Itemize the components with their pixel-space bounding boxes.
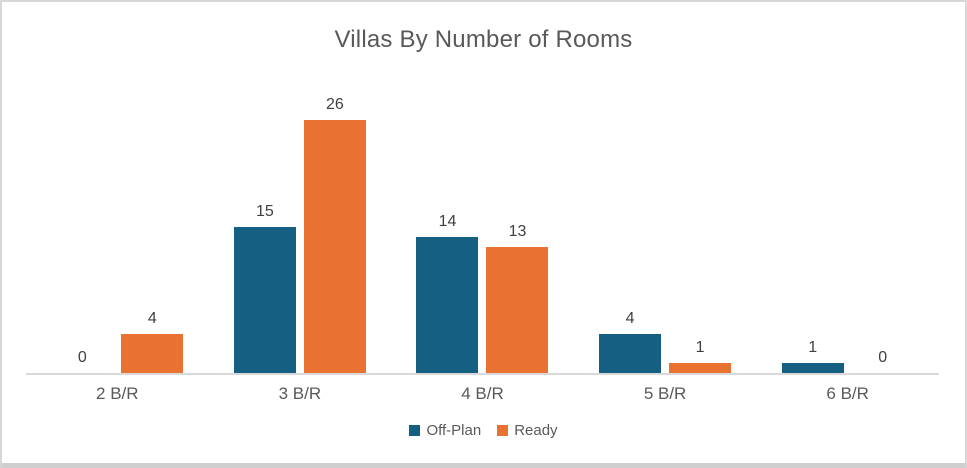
bar-ready-2-b-r[interactable] xyxy=(121,334,184,373)
legend-item-off-plan[interactable]: Off-Plan xyxy=(409,422,481,439)
x-axis-label-2-b-r: 2 B/R xyxy=(96,384,139,403)
legend-swatch-ready xyxy=(497,425,509,436)
bar-off-plan-4-b-r[interactable] xyxy=(416,237,479,373)
bar-slot-ready-2-b-r: 4 xyxy=(121,309,184,373)
bar-slot-off-plan-4-b-r: 14 xyxy=(416,212,479,373)
bar-off-plan-5-b-r[interactable] xyxy=(599,334,662,373)
bar-off-plan-3-b-r[interactable] xyxy=(233,227,296,373)
bar-value-label-off-plan-5-b-r: 4 xyxy=(625,310,635,327)
bar-slot-ready-4-b-r: 13 xyxy=(486,222,549,373)
bar-value-label-ready-4-b-r: 13 xyxy=(508,223,527,240)
plot-area: 0 4 15 26 14 13 4 1 1 0 xyxy=(26,88,939,375)
x-axis-labels: 2 B/R 3 B/R 4 B/R 5 B/R 6 B/R xyxy=(26,384,939,404)
category-group-4-b-r: 14 13 xyxy=(391,88,574,373)
bar-slot-off-plan-2-b-r: 0 xyxy=(51,348,113,373)
chart-title: Villas By Number of Rooms xyxy=(334,26,633,53)
bar-slot-ready-3-b-r: 26 xyxy=(303,95,366,373)
bar-ready-4-b-r[interactable] xyxy=(486,247,549,373)
legend-label-ready: Ready xyxy=(514,422,558,439)
bar-value-label-off-plan-4-b-r: 14 xyxy=(438,213,457,230)
bar-value-label-off-plan-2-b-r: 0 xyxy=(77,349,87,366)
bar-ready-3-b-r[interactable] xyxy=(303,120,366,373)
bar-value-label-off-plan-6-b-r: 1 xyxy=(808,339,818,356)
bar-value-label-ready-6-b-r: 0 xyxy=(878,349,888,366)
category-group-3-b-r: 15 26 xyxy=(209,88,392,373)
bar-slot-ready-5-b-r: 1 xyxy=(669,338,732,373)
legend: Off-Plan Ready xyxy=(2,422,965,439)
x-axis-label-6-b-r: 6 B/R xyxy=(826,384,869,403)
bar-value-label-ready-2-b-r: 4 xyxy=(147,310,157,327)
bar-value-label-off-plan-3-b-r: 15 xyxy=(255,203,274,220)
bar-slot-ready-6-b-r: 0 xyxy=(852,348,914,373)
x-axis-label-4-b-r: 4 B/R xyxy=(461,384,504,403)
x-axis-label-3-b-r: 3 B/R xyxy=(278,384,322,403)
legend-swatch-off-plan xyxy=(409,425,421,436)
legend-label-off-plan: Off-Plan xyxy=(426,422,482,439)
bar-off-plan-6-b-r[interactable] xyxy=(781,363,844,373)
bar-ready-5-b-r[interactable] xyxy=(669,363,732,373)
legend-item-ready[interactable]: Ready xyxy=(497,422,558,439)
bar-slot-off-plan-6-b-r: 1 xyxy=(781,338,844,373)
bar-value-label-ready-5-b-r: 1 xyxy=(695,339,705,356)
bar-value-label-ready-3-b-r: 26 xyxy=(325,96,344,113)
x-axis-label-5-b-r: 5 B/R xyxy=(643,384,687,403)
bar-slot-off-plan-5-b-r: 4 xyxy=(599,309,662,373)
bar-slot-off-plan-3-b-r: 15 xyxy=(233,202,296,373)
